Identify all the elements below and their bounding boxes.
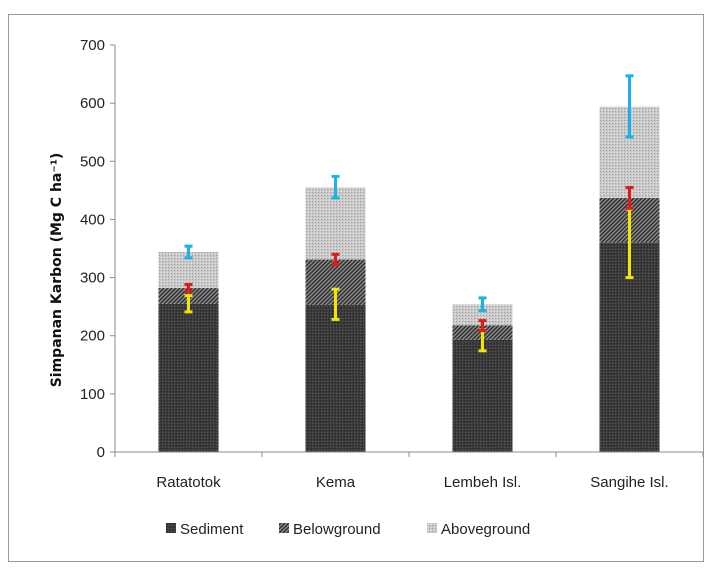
legend-label-sediment: Sediment (180, 521, 244, 538)
legend-swatch-aboveground (427, 523, 437, 533)
y-tick-label: 0 (97, 444, 105, 461)
y-tick-label: 400 (80, 211, 105, 228)
y-axis-title: Simpanan Karbon (Mg C ha⁻¹) (49, 153, 65, 388)
y-tick-label: 700 (80, 37, 105, 54)
y-tick-label: 500 (80, 153, 105, 170)
error-bar-aboveground (184, 244, 193, 260)
legend: Sediment Belowground Aboveground (166, 521, 530, 538)
legend-label-belowground: Belowground (293, 521, 381, 538)
chart-area: Simpanan Karbon (Mg C ha⁻¹) 0 100 200 300 40… (8, 14, 704, 562)
error-bar-belowground (184, 283, 193, 294)
error-bar-aboveground (331, 174, 340, 200)
legend-label-aboveground: Aboveground (441, 521, 530, 538)
error-bar-belowground (625, 185, 634, 210)
x-tick-label: Ratatotok (156, 474, 221, 491)
error-bar-sediment (331, 287, 340, 321)
x-axis: Ratatotok Kema Lembeh Isl. Sangihe Isl. (114, 452, 704, 491)
bar-aboveground (452, 304, 513, 326)
error-bar-aboveground (478, 296, 487, 313)
error-bar-sediment (184, 294, 193, 314)
error-bar-belowground (478, 319, 487, 332)
y-tick-label: 300 (80, 270, 105, 287)
bar-aboveground (305, 187, 366, 260)
x-tick-label: Kema (316, 474, 356, 491)
bar-sediment (305, 304, 366, 452)
y-axis: 0 100 200 300 400 500 600 700 (80, 37, 115, 461)
x-tick-label: Lembeh Isl. (444, 474, 522, 491)
error-bar-aboveground (625, 74, 634, 139)
bar-sediment (158, 303, 219, 452)
error-bar-group (184, 74, 634, 353)
stacked-bar-chart: Simpanan Karbon (Mg C ha⁻¹) 0 100 200 300 40… (49, 37, 704, 538)
legend-swatch-belowground (279, 523, 289, 533)
bar-sediment (452, 339, 513, 452)
x-tick-label: Sangihe Isl. (590, 474, 668, 491)
y-tick-label: 600 (80, 95, 105, 112)
y-tick-label: 100 (80, 386, 105, 403)
error-bar-belowground (331, 252, 340, 267)
y-tick-label: 200 (80, 328, 105, 345)
bar-group (158, 106, 660, 452)
legend-swatch-sediment (166, 523, 176, 533)
